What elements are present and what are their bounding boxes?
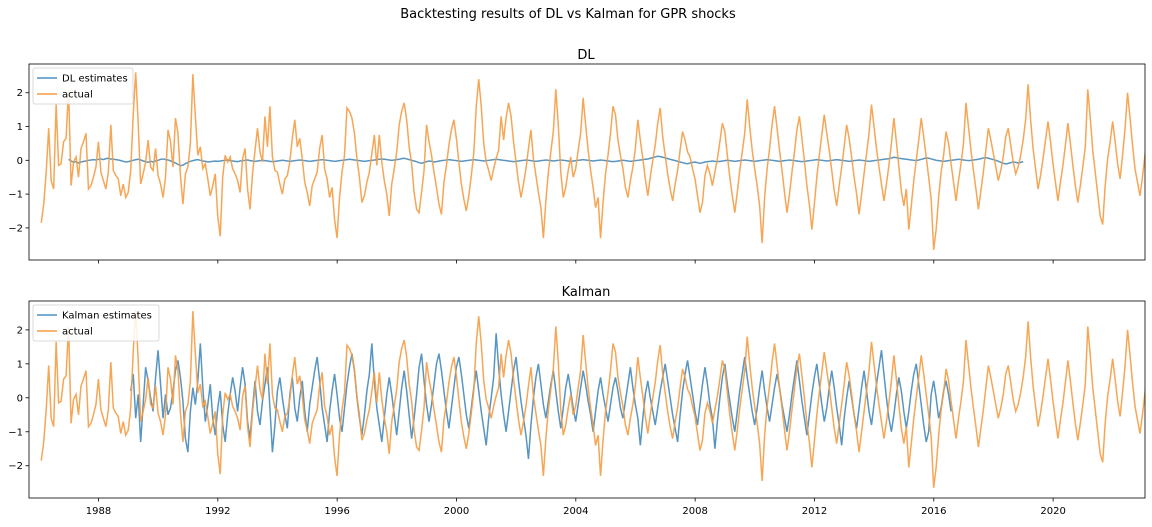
y-tick-label: 1 [17,122,23,133]
y-tick-label: −2 [8,223,23,234]
y-tick-label: 1 [17,359,23,370]
x-tick-label: 2016 [921,506,946,517]
legend-box [32,304,160,342]
y-tick-label: 0 [17,393,23,404]
legend-label: actual [62,90,93,101]
y-tick-label: 2 [17,325,23,336]
series-line-estimates [68,155,1024,167]
dl-subplot-title: DL [577,48,595,63]
legend-box [32,67,134,105]
x-tick-label: 2020 [1040,506,1065,517]
legend-label: DL estimates [62,74,128,85]
y-tick-label: 2 [17,88,23,99]
y-tick-label: 0 [17,156,23,167]
axes-frame [28,63,1146,261]
x-tick-label: 1988 [86,506,111,517]
series-line-actual [40,72,1145,250]
kalman-subplot: Kalman −2 −1 0 1 2 1988 1992 1996 2000 2004 2008 20… [8,285,1146,517]
legend: DL estimates actual [32,67,134,105]
figure-suptitle: Backtesting results of DL vs Kalman for … [400,7,736,22]
legend: Kalman estimates actual [32,304,160,342]
series-line-actual [40,309,1145,488]
x-tick-label: 1992 [205,506,230,517]
y-tick-label: −2 [8,461,23,472]
x-tick-label: 2008 [682,506,707,517]
y-tick-label: −1 [8,190,23,201]
legend-label: Kalman estimates [62,311,152,322]
x-tick-label: 2004 [563,506,588,517]
kalman-subplot-title: Kalman [562,285,611,300]
y-tick-label: −1 [8,427,23,438]
x-tick-label: 1996 [324,506,349,517]
x-tick-label: 2000 [444,506,469,517]
legend-label: actual [62,327,93,338]
x-tick-label: 2012 [802,506,827,517]
axes-frame [28,300,1146,499]
series-line-estimates [129,333,952,460]
dl-subplot: DL −2 −1 0 1 2 DL estimates actual [8,48,1146,264]
